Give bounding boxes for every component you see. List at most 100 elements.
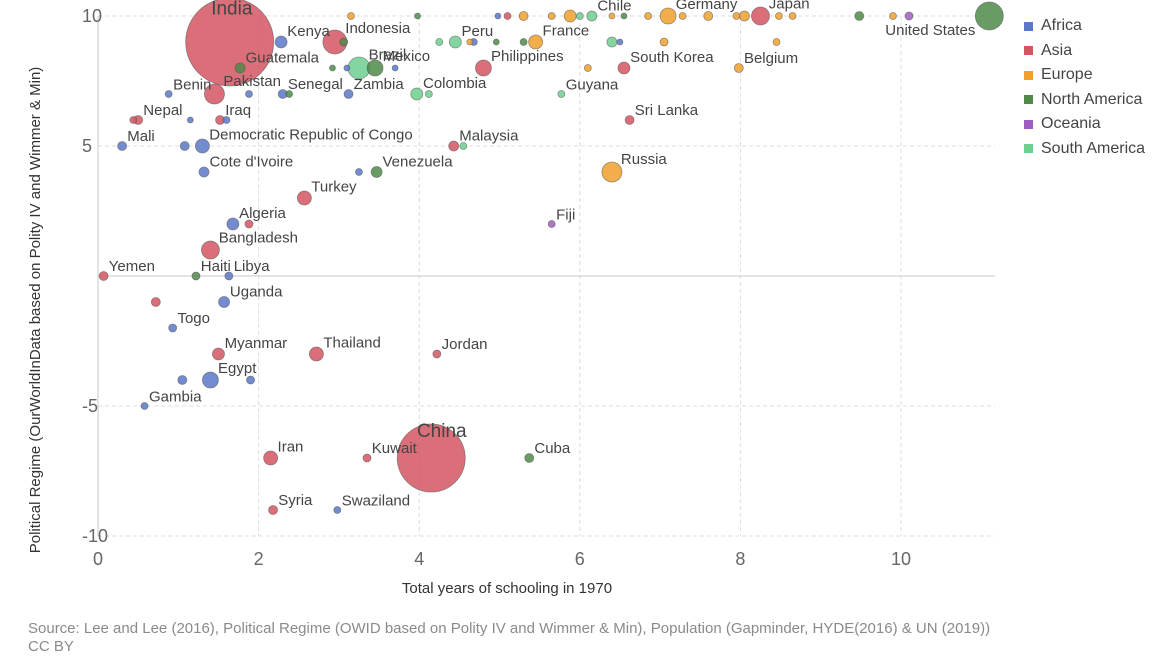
- source-note: Source: Lee and Lee (2016), Political Re…: [28, 620, 1128, 656]
- point-label: South Korea: [630, 49, 714, 66]
- data-point: [459, 142, 468, 150]
- point-label: Cuba: [534, 440, 571, 457]
- legend-swatch: [1024, 21, 1033, 31]
- data-point: [150, 297, 161, 307]
- data-point: [234, 62, 246, 74]
- data-point: [751, 6, 770, 26]
- legend-label: Europe: [1041, 66, 1093, 84]
- data-point: [194, 138, 210, 154]
- data-point: [201, 240, 220, 260]
- data-point: [226, 217, 240, 231]
- point-label: Sri Lanka: [635, 102, 699, 119]
- data-point: [179, 141, 190, 151]
- legend-swatch: [1024, 46, 1033, 56]
- point-label: Chile: [597, 0, 631, 15]
- point-label: Russia: [621, 151, 668, 168]
- data-point: [410, 87, 424, 101]
- x-tick-label: 2: [254, 549, 264, 569]
- point-label: Mali: [127, 128, 155, 145]
- legend-item[interactable]: South America: [1024, 137, 1145, 162]
- data-point: [129, 116, 138, 124]
- data-point: [528, 34, 544, 50]
- data-point: [117, 141, 127, 151]
- data-point: [198, 166, 210, 178]
- point-label: Egypt: [218, 360, 257, 377]
- data-point: [503, 12, 512, 20]
- point-label: Democratic Republic of Congo: [209, 127, 412, 144]
- x-tick-label: 8: [735, 549, 745, 569]
- data-point: [703, 11, 714, 21]
- point-label: Haiti: [201, 258, 231, 275]
- legend-label: Asia: [1041, 41, 1073, 59]
- legend-item[interactable]: Europe: [1024, 63, 1145, 88]
- x-axis-title: Total years of schooling in 1970: [402, 580, 612, 597]
- data-point: [414, 12, 421, 20]
- point-label: Algeria: [239, 205, 286, 222]
- point-label: Benin: [173, 76, 211, 93]
- data-point: [739, 10, 750, 22]
- data-point: [575, 12, 584, 20]
- point-label: Yemen: [109, 258, 155, 275]
- point-label: Uganda: [230, 283, 283, 300]
- point-label: Myanmar: [225, 335, 288, 352]
- point-label: Philippines: [491, 48, 564, 65]
- data-point: [547, 220, 556, 228]
- legend-item[interactable]: Africa: [1024, 14, 1145, 39]
- y-axis-title-text: Political Regime (OurWorldInData based o…: [27, 67, 44, 554]
- data-point: [557, 90, 566, 98]
- point-label: Japan: [769, 0, 810, 13]
- data-point: [524, 453, 535, 463]
- point-label: Mexico: [383, 48, 431, 65]
- x-tick-label: 4: [414, 549, 424, 569]
- data-point: [492, 38, 500, 46]
- data-point: [424, 90, 433, 98]
- data-point: [606, 36, 618, 48]
- data-points: [98, 0, 1004, 515]
- data-point: [222, 116, 231, 124]
- point-label: Zambia: [354, 76, 405, 93]
- legend-item[interactable]: Asia: [1024, 39, 1145, 64]
- point-label: China: [417, 421, 467, 442]
- x-tick-label: 0: [93, 549, 103, 569]
- data-point: [347, 12, 355, 20]
- x-tick-label: 10: [891, 549, 911, 569]
- data-point: [244, 219, 254, 229]
- point-label: Germany: [676, 0, 738, 13]
- point-labels: India China United States Indonesia Brazil Ru…: [109, 0, 976, 509]
- point-label: Nepal: [143, 102, 182, 119]
- point-label: Brazil: [369, 47, 407, 64]
- source-text: Source: Lee and Lee (2016), Political Re…: [28, 620, 991, 637]
- data-point: [432, 349, 442, 359]
- data-point: [204, 83, 225, 105]
- legend-item[interactable]: Oceania: [1024, 112, 1145, 137]
- point-label: Iraq: [225, 102, 251, 119]
- data-point: [974, 1, 1004, 31]
- data-point: [274, 35, 288, 49]
- data-point: [519, 38, 528, 46]
- data-point: [391, 64, 399, 72]
- legend-swatch: [1024, 95, 1033, 105]
- data-point: [904, 11, 914, 21]
- data-point: [164, 90, 173, 98]
- point-label: Guyana: [566, 76, 619, 93]
- legend-label: Africa: [1041, 17, 1082, 35]
- data-point: [263, 450, 279, 466]
- data-point: [212, 347, 225, 361]
- point-label: Jordan: [442, 336, 488, 353]
- data-point: [285, 90, 294, 98]
- data-point: [366, 59, 384, 77]
- legend-item[interactable]: North America: [1024, 88, 1145, 113]
- data-point: [246, 375, 255, 385]
- data-point: [617, 61, 631, 75]
- point-label: France: [543, 23, 590, 40]
- data-point: [333, 506, 342, 514]
- point-label: Kenya: [287, 23, 330, 40]
- legend-label: Oceania: [1041, 115, 1101, 133]
- data-point: [448, 140, 460, 152]
- data-point: [733, 63, 744, 73]
- data-point: [362, 453, 372, 463]
- point-label: Gambia: [149, 388, 202, 405]
- data-point: [224, 271, 234, 281]
- y-tick-label: -10: [82, 526, 108, 546]
- legend: Africa Asia Europe North America Oceania Sout…: [1024, 14, 1145, 161]
